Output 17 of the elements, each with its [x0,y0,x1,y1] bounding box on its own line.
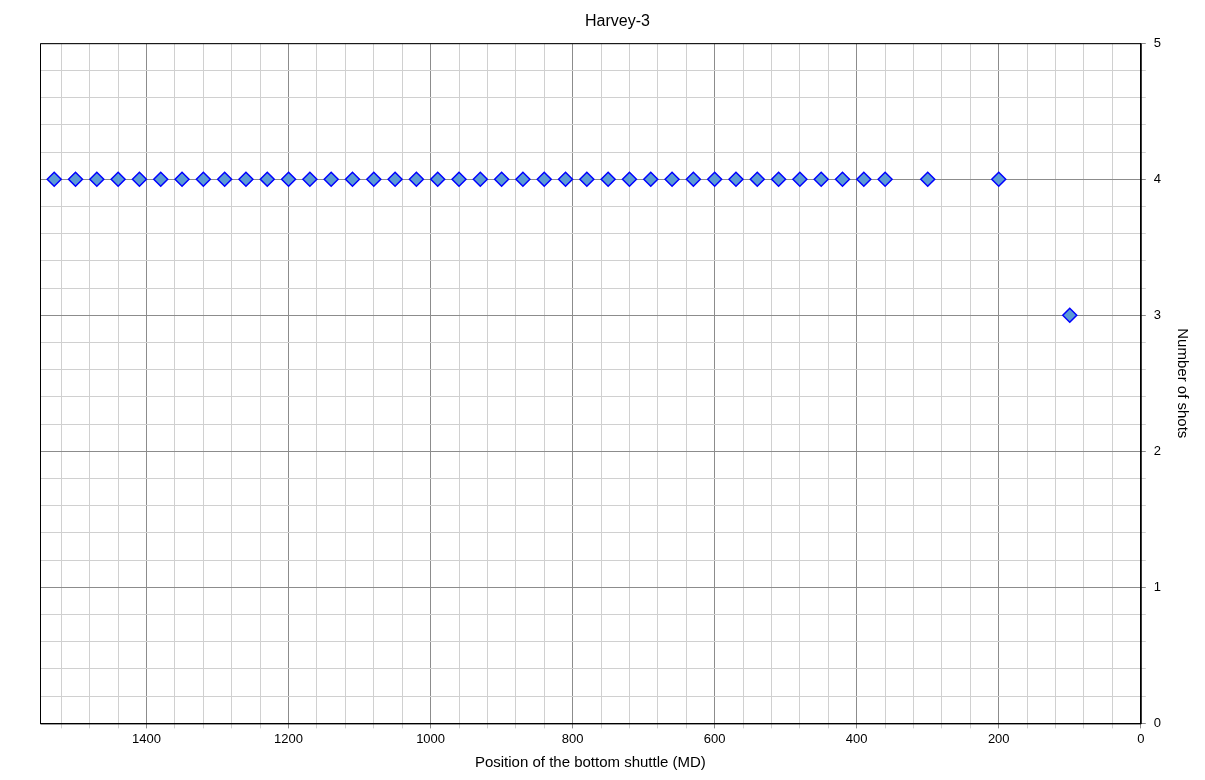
y-tick-label: 1 [1153,578,1161,594]
y-tick-label: 4 [1153,170,1161,186]
x-tick-label: 600 [703,730,726,746]
x-axis-title: Position of the bottom shuttle (MD) [474,753,706,771]
x-tick-label: 200 [987,730,1010,746]
y-tick-label: 0 [1153,714,1161,730]
y-tick-label: 3 [1153,306,1161,322]
y-tick-label: 2 [1153,442,1161,458]
y-tick-label: 5 [1153,34,1161,50]
chart-title: Harvey-3 [585,12,651,30]
x-tick-label: 400 [845,730,868,746]
x-tick-label: 800 [561,730,584,746]
y-axis-title: Number of shots [1174,328,1192,439]
x-tick-label: 1400 [132,730,161,746]
x-tick-label: 1000 [416,730,446,746]
x-tick-label: 0 [1137,730,1145,746]
x-tick-label: 1200 [274,730,304,746]
